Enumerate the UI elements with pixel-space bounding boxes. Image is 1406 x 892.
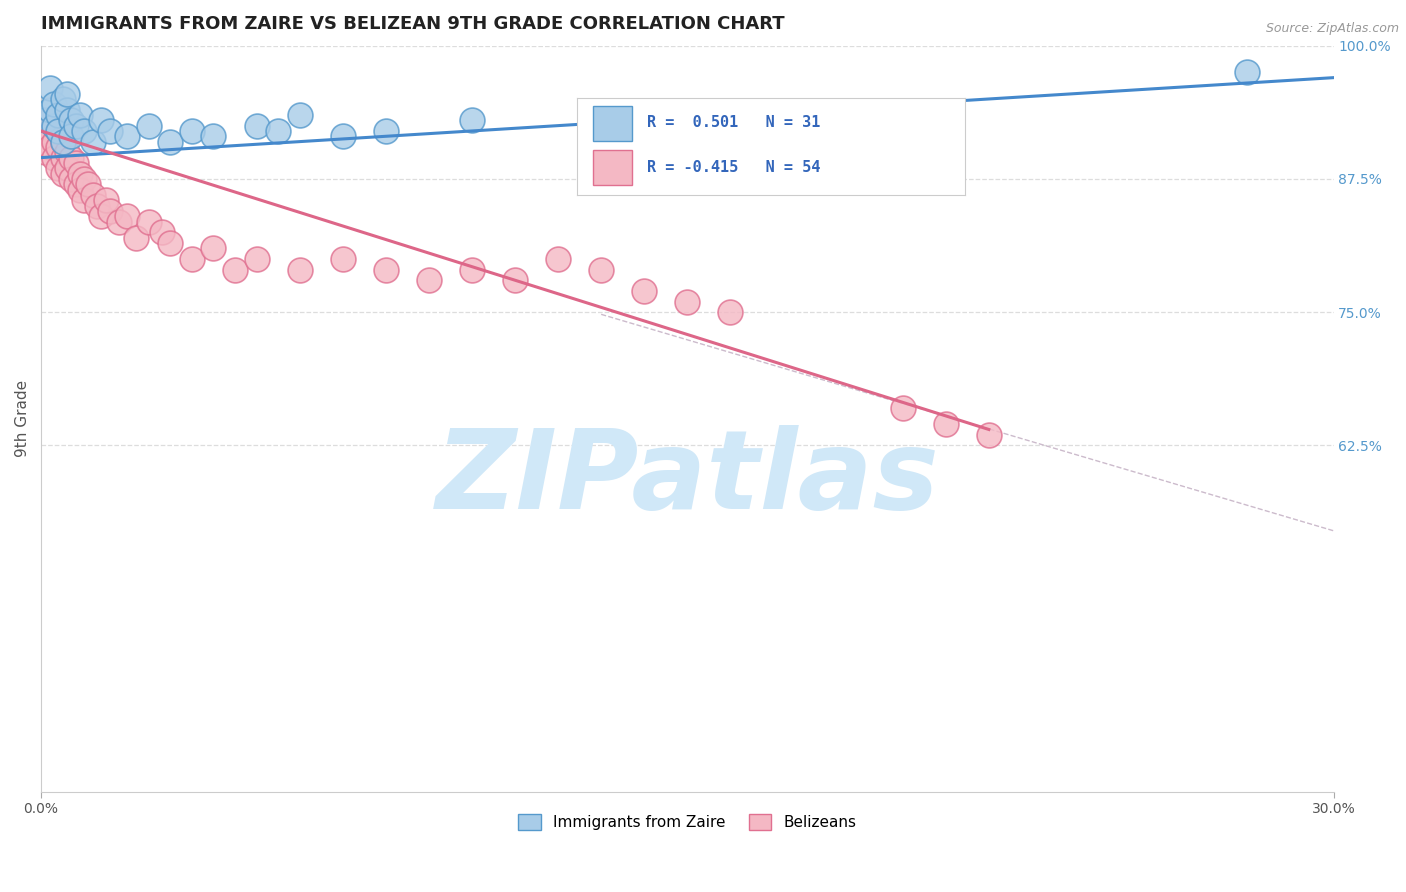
Point bbox=[34, 113, 56, 128]
Point bbox=[591, 262, 613, 277]
Point bbox=[224, 262, 246, 277]
Point bbox=[180, 124, 202, 138]
Y-axis label: 9th Grade: 9th Grade bbox=[15, 380, 30, 458]
Point bbox=[138, 119, 160, 133]
Point bbox=[86, 198, 108, 212]
Point bbox=[503, 273, 526, 287]
Point bbox=[69, 167, 91, 181]
Point bbox=[38, 103, 60, 117]
Point bbox=[633, 284, 655, 298]
Point bbox=[42, 119, 65, 133]
Point bbox=[82, 188, 104, 202]
Text: ZIPatlas: ZIPatlas bbox=[436, 425, 939, 532]
Point bbox=[46, 140, 69, 154]
Point bbox=[159, 135, 181, 149]
Point bbox=[73, 124, 96, 138]
Point bbox=[60, 151, 83, 165]
Point bbox=[73, 172, 96, 186]
Point bbox=[94, 194, 117, 208]
Point bbox=[891, 401, 914, 416]
Point bbox=[159, 235, 181, 250]
Point bbox=[38, 113, 60, 128]
Point bbox=[46, 124, 69, 138]
Point bbox=[56, 145, 79, 160]
Point bbox=[245, 252, 267, 266]
Point bbox=[77, 178, 100, 192]
Point bbox=[180, 252, 202, 266]
Point bbox=[150, 225, 173, 239]
Point bbox=[69, 183, 91, 197]
Point bbox=[65, 119, 87, 133]
Point bbox=[935, 417, 957, 431]
Point bbox=[42, 119, 65, 133]
Point bbox=[69, 108, 91, 122]
Legend: Immigrants from Zaire, Belizeans: Immigrants from Zaire, Belizeans bbox=[512, 808, 863, 837]
Point bbox=[56, 87, 79, 101]
Point bbox=[202, 241, 225, 255]
Point bbox=[42, 97, 65, 112]
Point bbox=[332, 129, 354, 144]
Point bbox=[73, 194, 96, 208]
Point bbox=[461, 113, 484, 128]
Point bbox=[65, 178, 87, 192]
Point bbox=[332, 252, 354, 266]
Point bbox=[52, 167, 75, 181]
Point bbox=[52, 135, 75, 149]
Point bbox=[418, 273, 440, 287]
Point bbox=[60, 172, 83, 186]
Point bbox=[117, 209, 139, 223]
Point bbox=[42, 151, 65, 165]
Point bbox=[46, 124, 69, 138]
Point bbox=[461, 262, 484, 277]
Point bbox=[718, 305, 741, 319]
Point bbox=[98, 203, 121, 218]
Point bbox=[56, 103, 79, 117]
Point bbox=[38, 140, 60, 154]
Point bbox=[125, 230, 148, 244]
Point bbox=[374, 124, 396, 138]
Point bbox=[46, 108, 69, 122]
Point bbox=[46, 161, 69, 176]
Point bbox=[60, 113, 83, 128]
Point bbox=[60, 129, 83, 144]
Point bbox=[288, 108, 311, 122]
Point bbox=[34, 145, 56, 160]
Text: IMMIGRANTS FROM ZAIRE VS BELIZEAN 9TH GRADE CORRELATION CHART: IMMIGRANTS FROM ZAIRE VS BELIZEAN 9TH GR… bbox=[41, 15, 785, 33]
Text: Source: ZipAtlas.com: Source: ZipAtlas.com bbox=[1265, 22, 1399, 36]
Point bbox=[82, 135, 104, 149]
Point bbox=[90, 113, 112, 128]
Point bbox=[107, 214, 129, 228]
Point bbox=[38, 129, 60, 144]
Point bbox=[65, 156, 87, 170]
Point bbox=[52, 92, 75, 106]
Point bbox=[38, 81, 60, 95]
Point bbox=[138, 214, 160, 228]
Point bbox=[34, 124, 56, 138]
Point bbox=[52, 135, 75, 149]
Point bbox=[977, 427, 1000, 442]
Point bbox=[42, 135, 65, 149]
Point bbox=[90, 209, 112, 223]
Point bbox=[56, 161, 79, 176]
Point bbox=[117, 129, 139, 144]
Point bbox=[374, 262, 396, 277]
Point bbox=[1236, 65, 1258, 79]
Point bbox=[98, 124, 121, 138]
Point bbox=[202, 129, 225, 144]
Point bbox=[267, 124, 290, 138]
Point bbox=[245, 119, 267, 133]
Point bbox=[52, 151, 75, 165]
Point bbox=[288, 262, 311, 277]
Point bbox=[547, 252, 569, 266]
Point bbox=[676, 294, 699, 309]
